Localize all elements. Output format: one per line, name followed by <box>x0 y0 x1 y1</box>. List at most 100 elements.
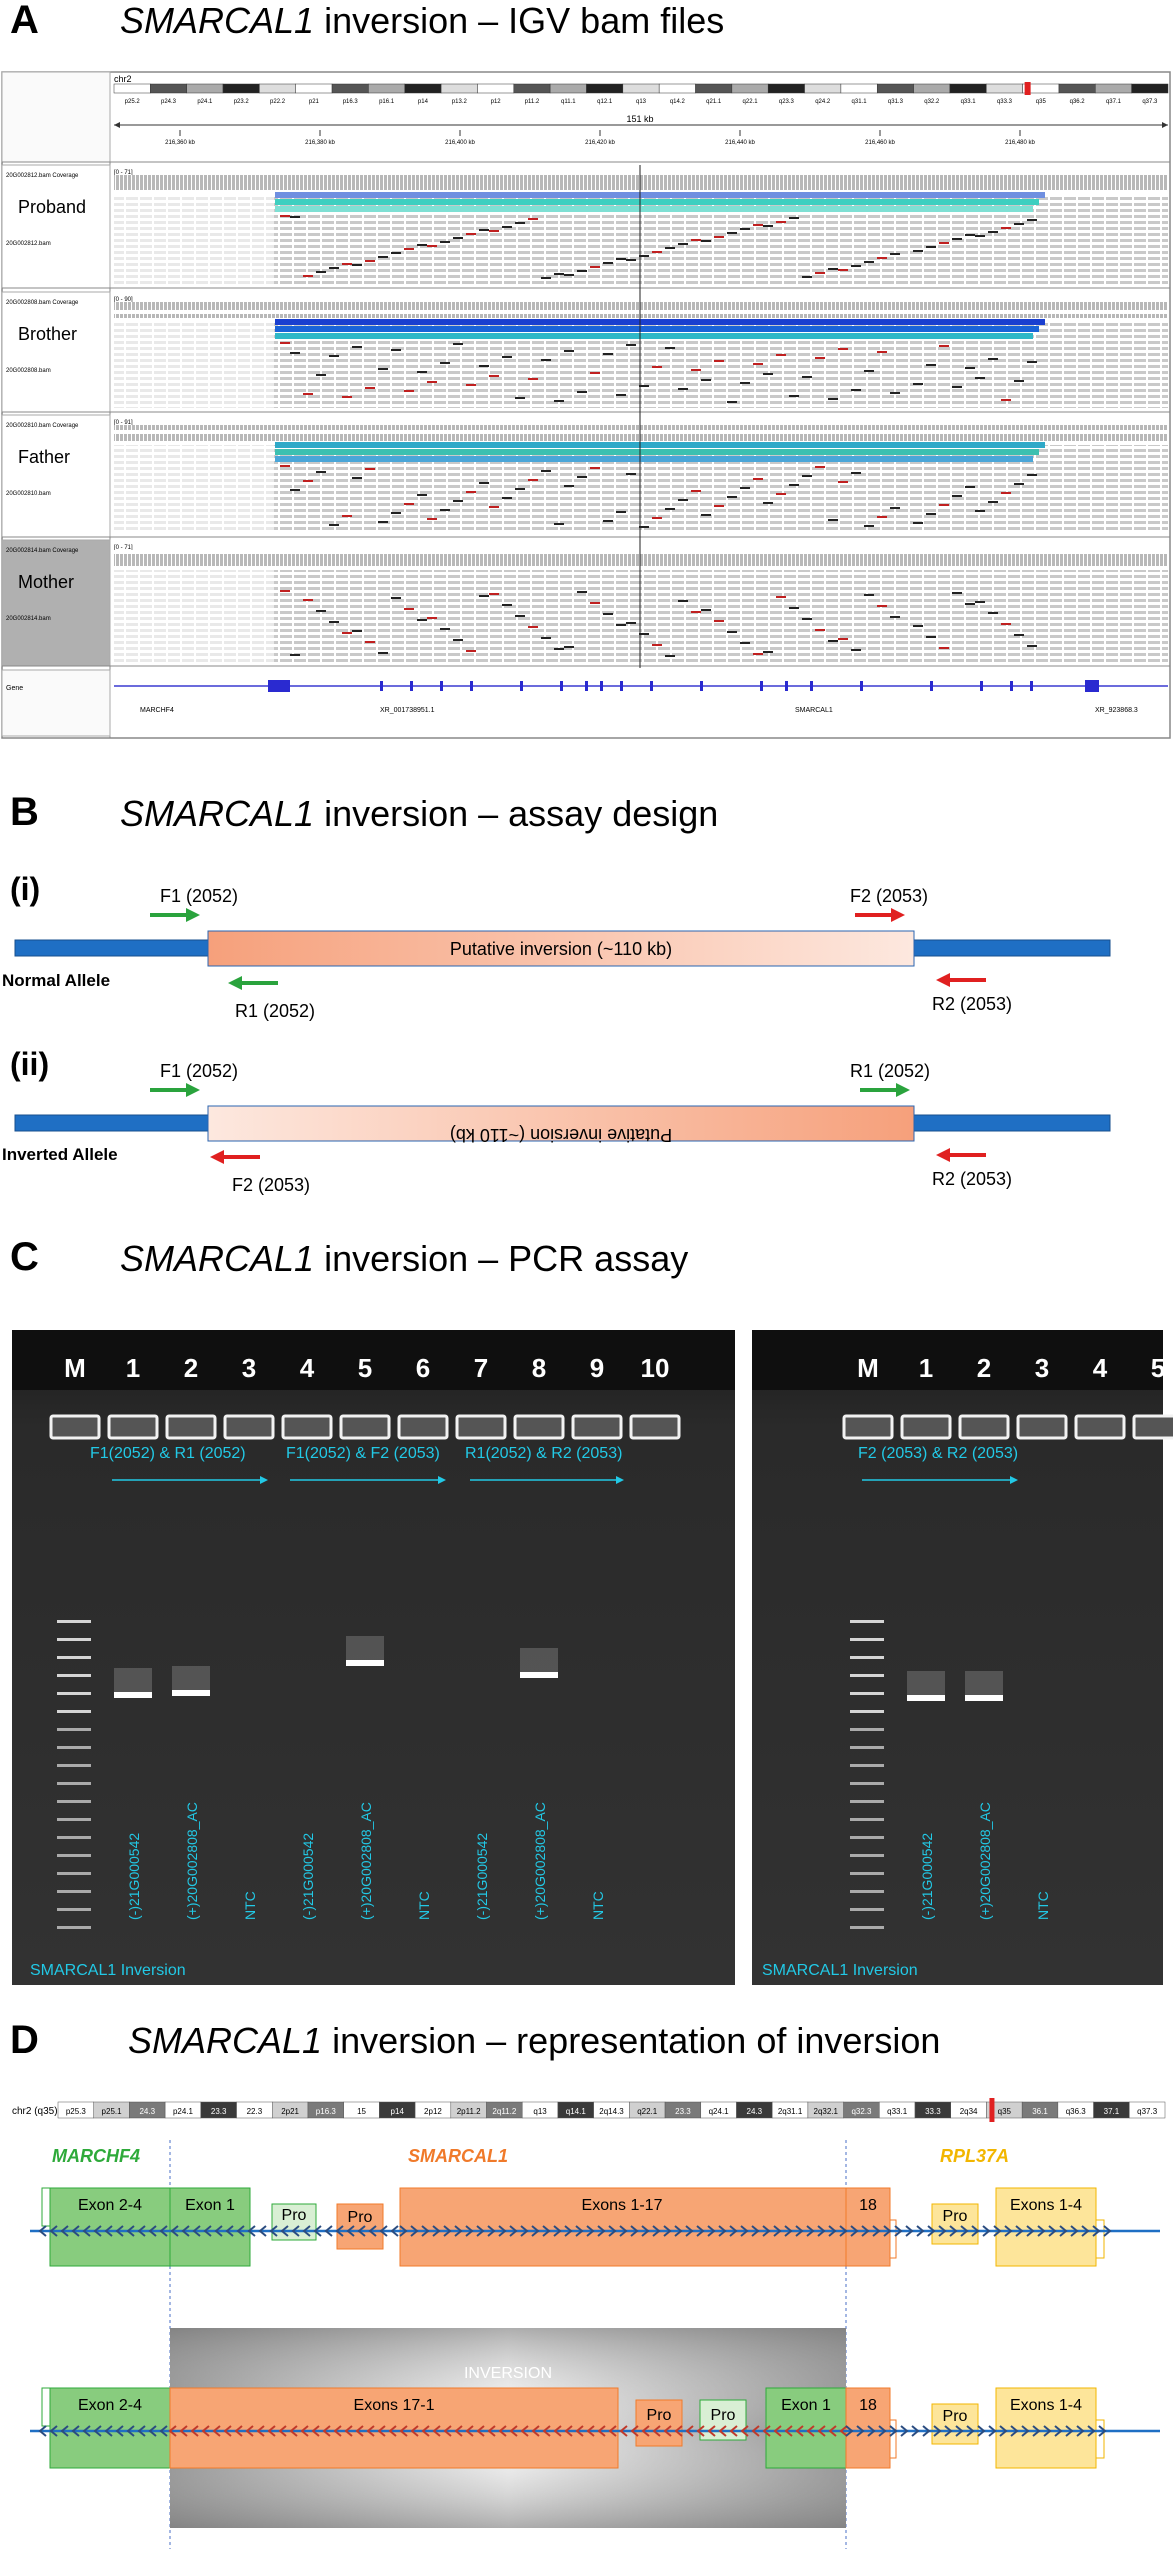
gel-band <box>907 1695 945 1701</box>
rep-strand-chevron <box>911 2425 920 2437</box>
igv-ideogram-band-label: q33.1 <box>961 99 977 105</box>
gel-ladder-band <box>850 1674 884 1677</box>
igv-locus-marker <box>1024 82 1031 95</box>
rep-ideogram-band-label: 23.3 <box>211 2107 227 2116</box>
rep-inv-exons-1-4-label: Exons 1-4 <box>1010 2397 1082 2414</box>
rep-inv-pro-green-label: Pro <box>711 2407 736 2424</box>
rep-inverted-row: INVERSION Exon 2-4 Exons 17-1 Pro Pro Ex… <box>30 2328 1160 2528</box>
gel-sample-label: (-)21G000542 <box>474 1833 490 1920</box>
rep-strand-chevron <box>355 2425 364 2437</box>
gel-primer-label: F1(2052) & F2 (2053) <box>286 1445 440 1462</box>
gel-left-footer: SMARCAL1 Inversion <box>30 1962 186 1979</box>
rep-strand-chevron <box>104 2225 113 2237</box>
gel-band <box>114 1692 152 1698</box>
rep-strand-chevron <box>900 2425 909 2437</box>
rep-ideogram-band-label: 36.1 <box>1032 2107 1048 2116</box>
rep-strand-chevron <box>289 2425 298 2437</box>
rep-strand-chevron <box>966 2425 975 2437</box>
rep-ideogram-band-label: 2q11.2 <box>492 2107 516 2116</box>
rep-normal-row: Exon 2-4 Exon 1 Pro Pro Exons 1-17 18 Pr… <box>30 2187 1160 2267</box>
igv-ideogram-band <box>1131 83 1169 94</box>
rep-strand-chevron <box>520 2225 529 2237</box>
rep-strand-chevron <box>905 2225 914 2237</box>
assay-ii-r1-label: R1 (2052) <box>850 1061 930 1081</box>
rep-strand-chevron <box>1015 2225 1024 2237</box>
rep-ideogram-band-label: q24.1 <box>709 2107 730 2116</box>
rep-strand-chevron <box>586 2225 595 2237</box>
rep-strand-chevron <box>751 2225 760 2237</box>
gel-well <box>842 1414 894 1440</box>
gel-sample-label: (-)21G000542 <box>919 1833 935 1920</box>
rep-strand-chevron <box>432 2225 441 2237</box>
rep-ideogram-band-label: 2p11.2 <box>457 2107 481 2116</box>
igv-ideogram-band-label: q24.2 <box>815 99 831 105</box>
rep-strand-chevron <box>190 2425 199 2437</box>
rep-strand-chevron <box>159 2225 168 2237</box>
rep-inv-exon-18-label: 18 <box>859 2397 877 2414</box>
rep-strand-chevron <box>137 2225 146 2237</box>
rep-strand-chevron <box>388 2425 397 2437</box>
rep-strand-chevron <box>1021 2425 1030 2437</box>
igv-track-scale: [0 - 71] <box>114 170 133 176</box>
rep-strand-chevron <box>564 2425 573 2437</box>
igv-track-brother: 20G002808.bam Coverage Brother 20G002808.b… <box>1 291 1170 413</box>
assay-i-r1-arrow <box>228 976 278 990</box>
igv-track-coverage-label: 20G002810.bam Coverage <box>6 423 79 429</box>
panel-b-letter: B <box>10 790 39 834</box>
rep-ideogram-band-label: p16.3 <box>316 2107 337 2116</box>
rep-strand-chevron <box>487 2225 496 2237</box>
igv-track-father: 20G002810.bam Coverage Father 20G002810.ba… <box>1 414 1170 538</box>
rep-label-marchf4: MARCHF4 <box>52 2146 140 2166</box>
rep-ideogram-band-label: 37.1 <box>1104 2107 1120 2116</box>
assay-ii-r1-arrow <box>860 1083 910 1097</box>
rep-inversion-label: INVERSION <box>464 2365 552 2382</box>
rep-strand-chevron <box>256 2425 265 2437</box>
rep-strand-chevron <box>60 2425 69 2437</box>
gel-ladder-band <box>57 1710 91 1713</box>
rep-strand-chevron <box>795 2225 804 2237</box>
gel-ladder-band <box>57 1890 91 1893</box>
gel-sample-label: NTC <box>1035 1891 1051 1920</box>
rep-label-rpl37a: RPL37A <box>940 2146 1009 2166</box>
rep-strand-chevron <box>955 2425 964 2437</box>
inversion-representation: chr2 (q35) p25.3 p25.1 24.3 p24.1 23.3 22.3 2p… <box>12 2098 1166 2549</box>
igv-ruler: 216,360 kb 216,380 kb 216,400 kb 216,420 kb… <box>165 130 1036 146</box>
rep-ideogram-band-label: p24.1 <box>173 2107 194 2116</box>
igv-ideogram-band <box>658 83 696 94</box>
rep-strand-chevron <box>115 2225 124 2237</box>
rep-strand-chevron <box>839 2425 848 2437</box>
rep-strand-chevron <box>663 2425 672 2437</box>
rep-strand-chevron <box>1103 2225 1112 2237</box>
gel-well <box>900 1414 952 1440</box>
rep-strand-chevron <box>889 2425 898 2437</box>
rep-strand-chevron <box>432 2425 441 2437</box>
rep-inv-pro-orange <box>635 2399 683 2447</box>
rep-ideogram-band-label: 33.3 <box>925 2107 941 2116</box>
rep-strand-chevron <box>1026 2225 1035 2237</box>
igv-ideogram-band-label: p16.3 <box>343 99 359 105</box>
rep-strand-chevron <box>718 2425 727 2437</box>
rep-strand-chevron <box>322 2425 331 2437</box>
rep-strand-chevron <box>630 2425 639 2437</box>
igv-ideogram-band <box>840 83 878 94</box>
igv-ideogram-band-label: p24.1 <box>197 99 213 105</box>
rep-strand-chevron <box>784 2225 793 2237</box>
gel-ladder-band <box>57 1620 91 1623</box>
rep-strand-chevron <box>498 2425 507 2437</box>
rep-strand-chevron <box>346 2225 355 2237</box>
gel-lane-label: 2 <box>184 1353 198 1383</box>
rep-strand-chevron <box>971 2225 980 2237</box>
rep-ideogram-band-label: 15 <box>357 2107 366 2116</box>
gel-well <box>223 1414 275 1440</box>
rep-strand-chevron <box>999 2425 1008 2437</box>
rep-strand-chevron <box>856 2425 865 2437</box>
gel-well <box>629 1414 681 1440</box>
igv-ideogram-band <box>1058 83 1096 94</box>
rep-strand-chevron <box>454 2425 463 2437</box>
gel-ladder-band <box>850 1836 884 1839</box>
gel-lane-label: 4 <box>300 1353 315 1383</box>
rep-ideogram-band-label: q35 <box>998 2107 1012 2116</box>
gel-ladder-band <box>850 1656 884 1659</box>
rep-strand-chevron <box>465 2425 474 2437</box>
